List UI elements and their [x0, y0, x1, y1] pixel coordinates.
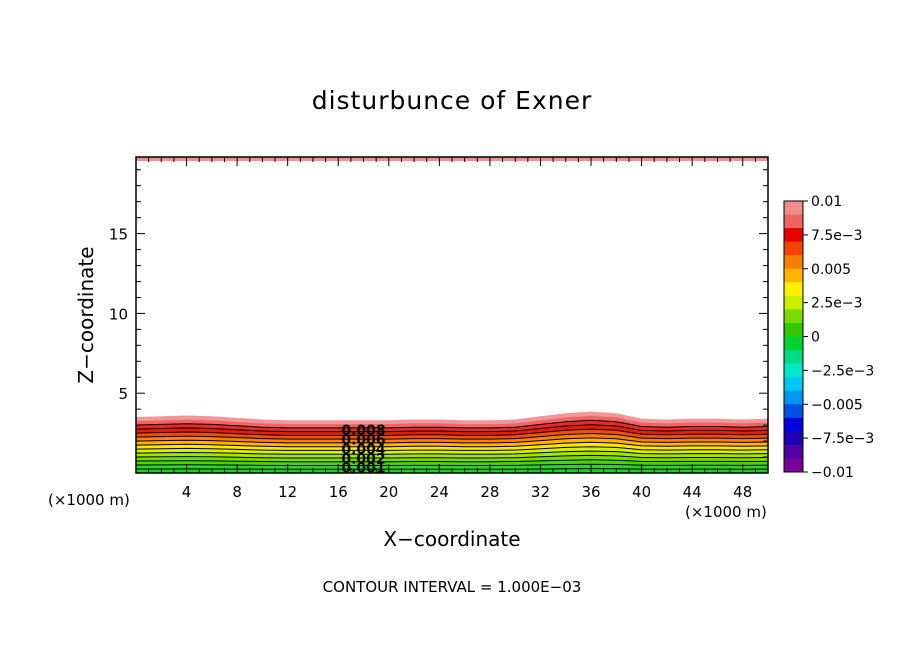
colorbar-segment	[784, 201, 803, 216]
colorbar-tick-label: 0.005	[811, 262, 851, 278]
contour-label: 0.002	[341, 452, 385, 468]
x-axis-label: X−coordinate	[383, 527, 521, 551]
contour-label: 0.006	[341, 432, 385, 448]
x-tick-label: 44	[683, 483, 702, 501]
colorbar-segment	[784, 390, 803, 405]
colorbar-segment	[784, 255, 803, 270]
x-tick-label: 16	[329, 483, 348, 501]
contour-label: 0.008	[341, 423, 385, 439]
x-tick-label: 40	[632, 483, 651, 501]
colorbar-segment	[784, 350, 803, 365]
x-tick-label: 4	[182, 483, 192, 501]
contour-line	[136, 419, 768, 429]
colorbar-segment	[784, 228, 803, 243]
colorbar-segment	[784, 295, 803, 310]
colorbar-segment	[784, 458, 803, 473]
colorbar-segment	[784, 444, 803, 459]
colorbar-labels: 0.01 7.5e−3 0.005 2.5e−3 0 −2.5e−3 −0.005 −7.5e…	[811, 194, 874, 481]
contour-line	[136, 437, 768, 444]
contour-label: 0.004	[341, 442, 386, 458]
contour-line	[136, 463, 768, 466]
contour-line	[136, 432, 768, 440]
x-tick-label: 20	[379, 483, 398, 501]
contour-line	[136, 424, 768, 433]
y-tick-labels: 5 10 15	[109, 226, 128, 404]
colorbar-segment	[784, 241, 803, 256]
x-unit-left: (×1000 m)	[48, 491, 130, 509]
colorbar-tick-label: 0	[811, 330, 820, 346]
y-tick-label: 15	[109, 226, 128, 244]
x-tick-label: 24	[430, 483, 449, 501]
x-tick-label: 32	[531, 483, 550, 501]
contour-line-layer	[136, 419, 768, 470]
contour-line	[136, 454, 768, 459]
chart-title: disturbunce of Exner	[311, 86, 593, 115]
y-axis-label: Z−coordinate	[74, 246, 98, 384]
colorbar-segment	[784, 404, 803, 419]
x-tick-labels: 4 8 12 16 20 24 28 32 36 40 44 48	[182, 483, 752, 501]
colorbar-segment	[784, 214, 803, 229]
colorbar-segment	[784, 431, 803, 446]
colorbar-tick-label: 0.01	[811, 194, 842, 210]
colorbar-tick-label: −0.005	[811, 397, 863, 413]
x-tick-label: 48	[733, 483, 752, 501]
colorbar-segment	[784, 363, 803, 378]
contour-line	[136, 441, 768, 448]
colorbar-segment	[784, 322, 803, 337]
x-unit-right: (×1000 m)	[685, 503, 767, 521]
colorbar-tick-label: −7.5e−3	[811, 431, 874, 447]
colorbar-segment	[784, 309, 803, 324]
contour-line	[136, 428, 768, 436]
x-tick-label: 12	[278, 483, 297, 501]
x-tick-label: 8	[232, 483, 242, 501]
contour-line	[136, 450, 768, 455]
y-tick-label: 10	[109, 305, 128, 323]
axis-ticks	[136, 157, 768, 473]
colorbar-segment	[784, 282, 803, 297]
y-tick-label: 5	[118, 385, 128, 403]
colorbar-segment	[784, 268, 803, 283]
colorbar-tick-label: −0.01	[811, 465, 854, 481]
colorbar-segment	[784, 377, 803, 392]
colorbar	[783, 200, 808, 473]
contour-line	[136, 459, 768, 463]
colorbar-tick-label: 2.5e−3	[811, 296, 863, 312]
x-tick-label: 36	[581, 483, 600, 501]
colorbar-tick-label: 7.5e−3	[811, 228, 863, 244]
colorbar-tick-label: −2.5e−3	[811, 363, 874, 379]
x-tick-label: 28	[480, 483, 499, 501]
colorbar-segment	[784, 417, 803, 432]
contour-interval-note: CONTOUR INTERVAL = 1.000E−03	[322, 578, 582, 596]
colorbar-segment	[784, 336, 803, 351]
contour-line	[136, 446, 768, 451]
